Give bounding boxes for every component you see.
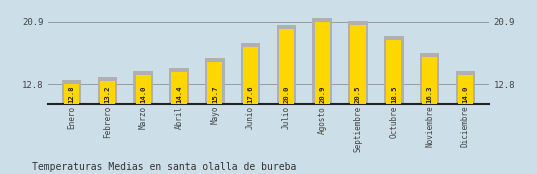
- Text: 15.7: 15.7: [212, 86, 218, 103]
- Bar: [62, 80, 82, 104]
- Text: 20.0: 20.0: [284, 86, 289, 103]
- Bar: [243, 47, 258, 104]
- Bar: [136, 75, 151, 104]
- Text: 17.6: 17.6: [248, 86, 253, 103]
- Text: 14.0: 14.0: [140, 86, 146, 103]
- Bar: [205, 58, 224, 104]
- Bar: [315, 22, 330, 104]
- Bar: [100, 81, 115, 104]
- Text: 13.2: 13.2: [104, 86, 111, 103]
- Bar: [171, 72, 186, 104]
- Bar: [64, 84, 79, 104]
- Text: 20.9: 20.9: [319, 86, 325, 103]
- Bar: [386, 40, 401, 104]
- Text: 14.0: 14.0: [462, 86, 468, 103]
- Bar: [277, 25, 296, 104]
- Bar: [98, 77, 117, 104]
- Bar: [351, 25, 366, 104]
- Bar: [455, 71, 475, 104]
- Bar: [420, 53, 439, 104]
- Bar: [241, 43, 260, 104]
- Bar: [207, 62, 222, 104]
- Bar: [133, 71, 153, 104]
- Text: 12.8: 12.8: [69, 86, 75, 103]
- Bar: [348, 21, 368, 104]
- Bar: [422, 57, 437, 104]
- Bar: [384, 36, 404, 104]
- Text: 18.5: 18.5: [391, 86, 397, 103]
- Text: 14.4: 14.4: [176, 86, 182, 103]
- Text: 16.3: 16.3: [426, 86, 433, 103]
- Bar: [169, 68, 189, 104]
- Text: Temperaturas Medias en santa olalla de bureba: Temperaturas Medias en santa olalla de b…: [32, 162, 296, 172]
- Bar: [313, 18, 332, 104]
- Bar: [458, 75, 473, 104]
- Text: 20.5: 20.5: [355, 86, 361, 103]
- Bar: [279, 29, 294, 104]
